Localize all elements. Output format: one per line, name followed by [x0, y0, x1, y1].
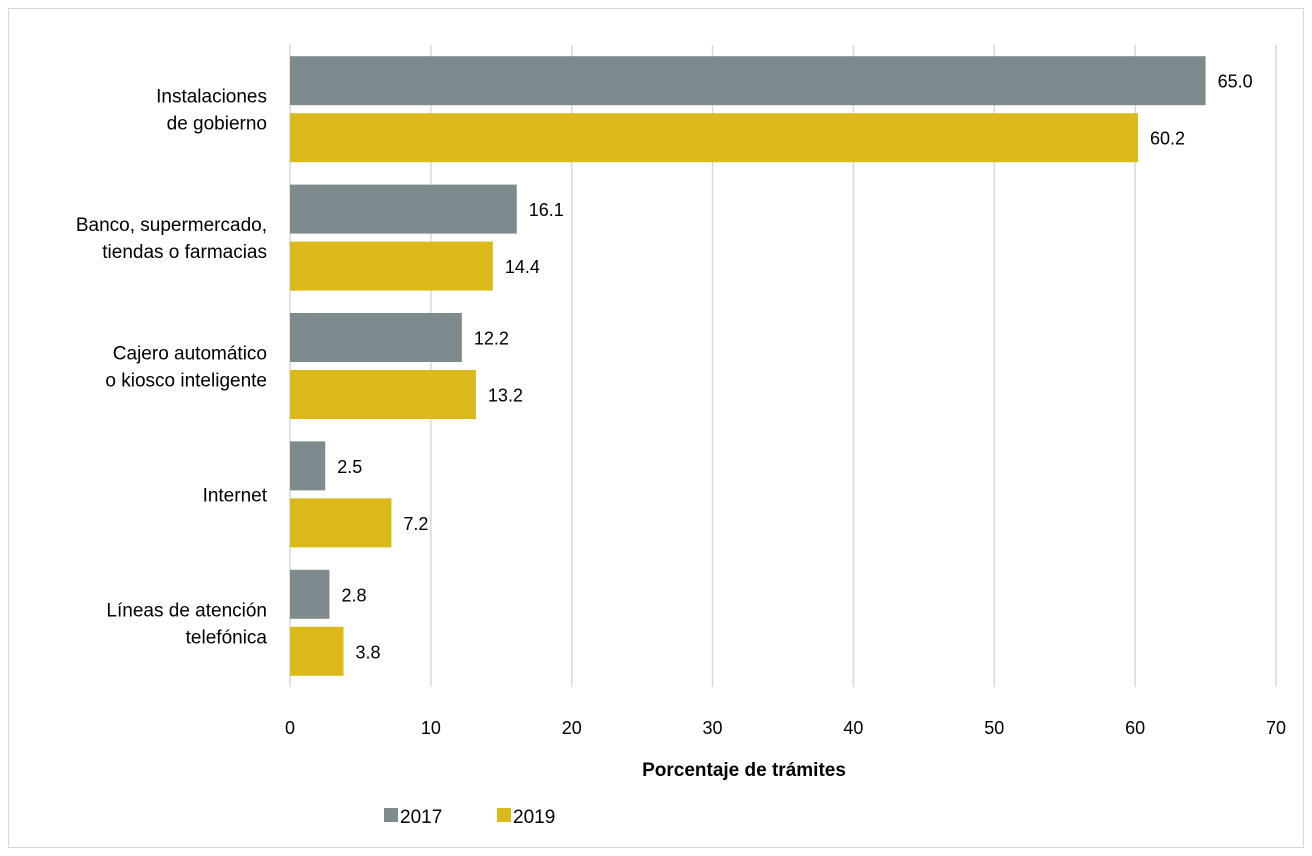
legend: 2017 2019 — [384, 807, 555, 828]
data-label: 12.2 — [474, 329, 509, 349]
legend-swatch-2019 — [497, 808, 511, 822]
bar-2019 — [290, 241, 493, 291]
data-label: 16.1 — [529, 200, 564, 220]
bar-2017 — [290, 56, 1206, 106]
bar-2017 — [290, 313, 462, 362]
data-label: 14.4 — [505, 257, 540, 277]
bars — [290, 56, 1206, 676]
chart-frame: 65.0 60.2 16.1 14.4 12.2 13.2 2.5 7.2 2.8 3.8 Ins… — [8, 8, 1304, 848]
x-tick-label: 50 — [984, 718, 1004, 738]
data-label: 2.8 — [341, 585, 366, 605]
category-label: Banco, supermercado, tiendas o farmacias — [76, 215, 267, 263]
x-tick-label: 60 — [1125, 718, 1145, 738]
x-tick-label: 20 — [562, 718, 582, 738]
x-tick-labels: 0 10 20 30 40 50 60 70 — [285, 718, 1286, 738]
data-label: 60.2 — [1150, 129, 1185, 149]
category-labels: Instalaciones de gobierno Banco, supermerc… — [76, 87, 268, 649]
bar-2019 — [290, 370, 476, 419]
data-labels: 65.0 60.2 16.1 14.4 12.2 13.2 2.5 7.2 2.8 3.8 — [337, 72, 1252, 663]
category-label: Líneas de atención telefónica — [106, 600, 267, 648]
bar-chart: 65.0 60.2 16.1 14.4 12.2 13.2 2.5 7.2 2.8 3.8 Ins… — [76, 45, 1286, 828]
bar-2019 — [290, 113, 1138, 163]
data-label: 7.2 — [403, 514, 428, 534]
bar-2017 — [290, 569, 330, 619]
x-tick-label: 70 — [1266, 718, 1286, 738]
category-label: Instalaciones de gobierno — [156, 87, 267, 135]
x-tick-label: 30 — [703, 718, 723, 738]
data-label: 65.0 — [1218, 72, 1253, 92]
x-axis-title: Porcentaje de trámites — [642, 760, 846, 781]
legend-label: 2019 — [513, 807, 555, 828]
category-label: Internet — [203, 485, 268, 506]
bar-2019 — [290, 498, 392, 548]
x-tick-label: 10 — [421, 718, 441, 738]
bar-2019 — [290, 626, 344, 676]
x-tick-label: 0 — [285, 718, 295, 738]
legend-swatch-2017 — [384, 808, 398, 822]
bar-2017 — [290, 184, 517, 234]
category-label: Cajero automático o kiosco inteligente — [105, 344, 267, 392]
bar-2017 — [290, 441, 326, 491]
data-label: 3.8 — [356, 642, 381, 662]
legend-label: 2017 — [400, 807, 442, 828]
data-label: 13.2 — [488, 386, 523, 406]
x-tick-label: 40 — [843, 718, 863, 738]
data-label: 2.5 — [337, 457, 362, 477]
